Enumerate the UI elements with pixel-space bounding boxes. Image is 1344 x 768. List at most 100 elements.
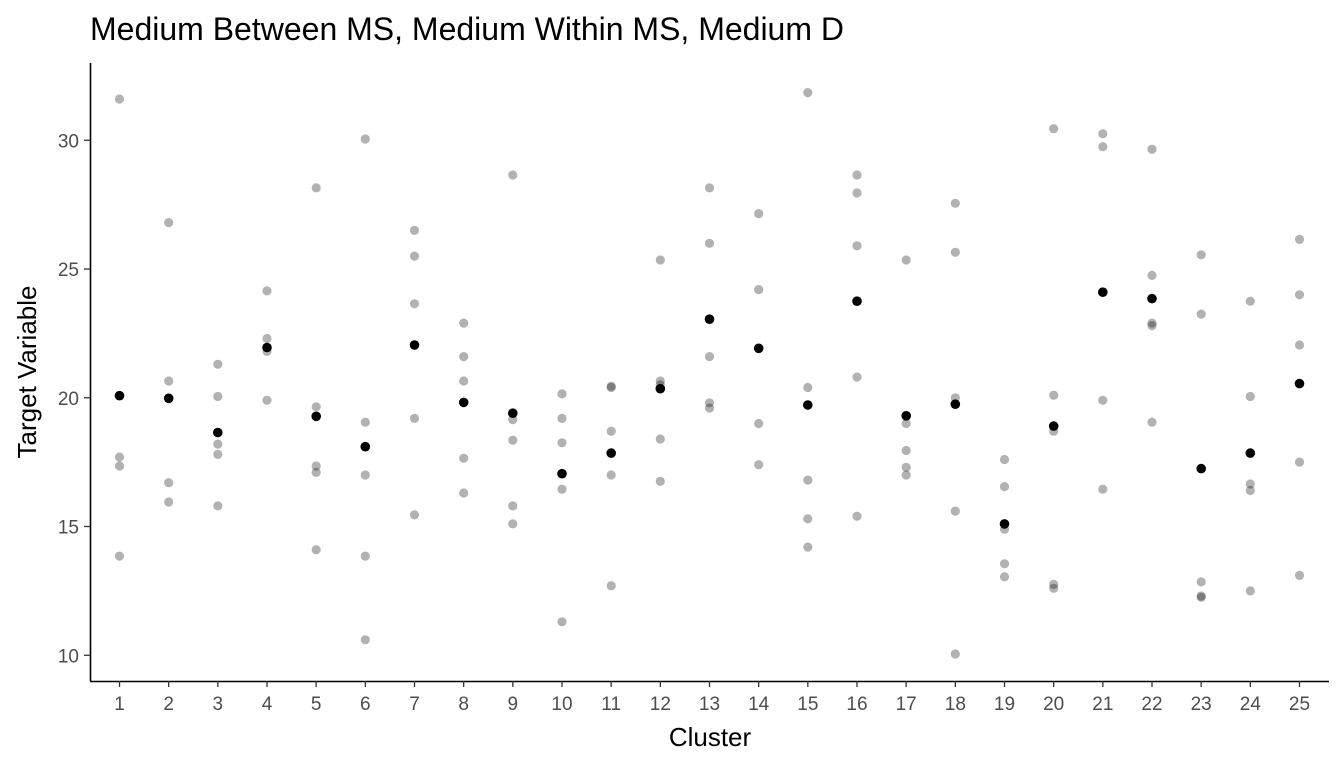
cluster-mean-point [508,408,518,419]
observation-point [1147,417,1157,427]
y-tick-label: 15 [58,518,79,539]
x-tick-label: 9 [508,694,519,715]
observation-point [606,381,616,391]
x-tick-label: 8 [458,694,469,715]
x-tick-label: 20 [1043,694,1064,715]
observation-point [409,251,420,261]
cluster-mean-point [606,448,616,458]
observation-point [557,438,567,448]
observation-point [1294,570,1305,581]
observation-point [803,542,813,552]
observation-point [950,506,960,516]
observation-point [704,352,715,362]
observation-point [852,511,862,521]
cluster-mean-point [360,441,371,452]
observation-point [1196,309,1206,319]
y-tick-label: 20 [58,389,79,410]
observation-point [1196,591,1206,601]
observation-point [704,238,715,248]
observation-point [1049,579,1059,590]
observation-point [999,454,1010,465]
observation-point [114,452,125,462]
cluster-mean-point [852,296,862,307]
observation-point [311,467,321,477]
observation-point [1147,318,1157,328]
cluster-mean-point [163,393,174,404]
observation-point [803,382,813,393]
observation-point [459,453,469,463]
cluster-mean-point [262,342,272,353]
cluster-mean-point [655,383,666,394]
observation-point [213,439,223,449]
x-tick-label: 19 [994,694,1015,715]
observation-point [1049,390,1059,400]
observation-point [557,413,567,423]
observation-point [1196,592,1206,602]
x-tick-label: 1 [114,694,125,715]
observation-point [360,134,370,144]
observation-point [1147,270,1157,280]
observation-point [803,514,813,524]
observation-point [409,299,420,309]
y-tick-label: 30 [58,131,79,152]
observation-point [459,318,469,328]
observation-point [459,376,469,386]
observation-point [508,170,518,180]
observation-point [213,501,223,511]
x-tick-label: 15 [797,694,818,715]
cluster-mean-point [1048,421,1059,431]
observation-point [1049,583,1059,593]
x-tick-label: 12 [650,694,671,715]
cluster-mean-point [1098,287,1108,298]
observation-point [704,403,715,413]
x-tick-label: 4 [262,694,273,715]
observation-point [950,247,960,257]
observation-point [114,461,125,471]
observation-point [360,470,370,480]
x-tick-label: 7 [409,694,420,715]
cluster-mean-point [1245,448,1256,458]
x-axis-ticks: 1 2 3 4 5 6 7 8 9 10 11 12 13 14 15 16 17 18 19 20 21 22 23 24 2… [114,681,1310,715]
cluster-mean-point [999,519,1010,529]
observation-point [360,635,370,645]
observation-point [803,475,813,485]
observation-point [164,218,174,228]
x-tick-label: 5 [311,694,322,715]
observation-point [557,389,567,399]
cluster-mean-point [950,399,961,410]
observation-point [901,462,911,472]
observation-point [557,484,567,494]
observation-point [508,501,518,511]
x-tick-label: 21 [1092,694,1113,715]
observation-point [1098,129,1108,139]
x-tick-label: 14 [748,694,770,715]
x-tick-label: 10 [551,694,572,715]
observation-point [311,545,321,555]
observation-point [409,413,420,423]
observation-point [262,286,272,296]
cluster-mean-point [114,390,125,401]
cluster-mean-point [803,400,813,410]
cluster-mean-point [1196,463,1206,474]
x-tick-label: 24 [1240,694,1262,715]
observation-point [704,398,715,408]
observation-point [655,255,665,265]
y-axis-ticks: 10 15 20 25 30 [58,131,90,667]
x-axis-title: Cluster [669,722,752,752]
cluster-mean-point [901,411,911,421]
cluster-mean-point [753,343,764,354]
observation-point [164,478,174,488]
observation-point [950,649,960,659]
x-tick-label: 6 [360,694,371,715]
x-tick-label: 2 [163,694,174,715]
observation-point [950,198,960,208]
x-tick-label: 13 [699,694,720,715]
observation-point [999,482,1010,492]
observation-point [606,581,616,591]
observation-point [114,94,125,104]
observation-point [1196,250,1206,260]
x-tick-label: 17 [896,694,917,715]
cluster-mean-point [213,427,223,438]
observation-point [1245,586,1255,596]
observation-point [1098,395,1108,405]
